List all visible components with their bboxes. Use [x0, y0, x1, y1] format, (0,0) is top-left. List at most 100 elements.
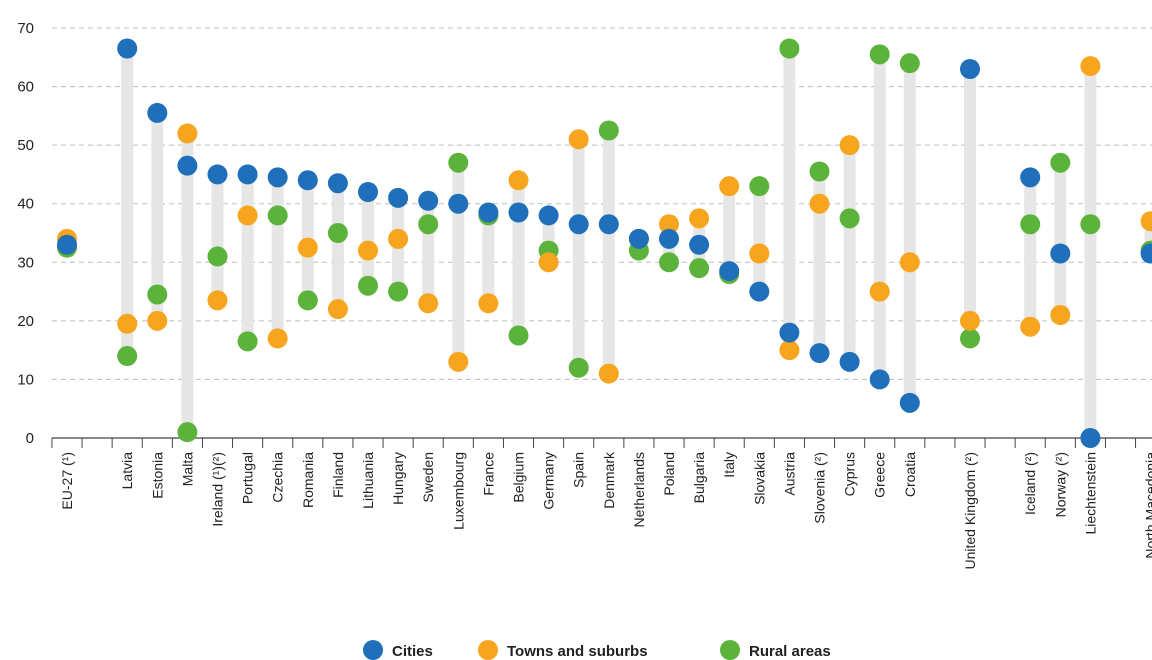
point-rural	[1080, 214, 1101, 235]
legend-marker-towns	[478, 640, 498, 660]
range-bar	[452, 162, 465, 362]
point-cities	[749, 281, 770, 302]
point-rural	[267, 205, 288, 226]
category-label: Portugal	[240, 452, 256, 504]
category-label: Hungary	[390, 452, 406, 505]
range-bar	[271, 177, 284, 339]
y-tick-label: 10	[17, 371, 34, 388]
point-towns	[237, 205, 258, 226]
point-rural	[749, 176, 770, 197]
point-towns	[177, 123, 198, 144]
point-towns	[719, 176, 740, 197]
category-label: Slovakia	[751, 452, 767, 505]
category-label: Austria	[781, 452, 797, 496]
point-towns	[327, 299, 348, 320]
category-label: Bulgaria	[691, 452, 707, 504]
category-label: Latvia	[119, 452, 135, 490]
point-rural	[869, 44, 890, 65]
category-label: Poland	[661, 452, 677, 496]
point-cities	[207, 164, 228, 185]
category-label: Croatia	[902, 452, 918, 497]
y-tick-label: 60	[17, 79, 34, 96]
legend-item-cities: Cities	[363, 640, 433, 660]
point-cities	[689, 234, 710, 255]
data-points	[57, 38, 1152, 448]
point-towns	[147, 310, 168, 331]
point-rural	[508, 325, 529, 346]
category-label: Ireland (¹)(²)	[210, 452, 226, 527]
point-cities	[297, 170, 318, 191]
y-tick-label: 0	[26, 430, 34, 447]
point-cities	[478, 202, 499, 223]
category-label: Czechia	[270, 452, 286, 503]
point-cities	[719, 261, 740, 282]
point-cities	[568, 214, 589, 235]
point-rural	[327, 223, 348, 243]
point-towns	[689, 208, 710, 229]
point-rural	[237, 331, 258, 352]
point-rural	[147, 284, 168, 305]
point-cities	[1050, 243, 1071, 264]
range-bar	[723, 186, 736, 274]
point-towns	[207, 290, 228, 311]
point-cities	[327, 173, 348, 194]
range-bar	[843, 145, 856, 362]
category-label: Cyprus	[842, 452, 858, 496]
point-towns	[749, 243, 770, 264]
point-towns	[297, 237, 318, 258]
point-cities	[839, 351, 860, 372]
point-cities	[1020, 167, 1041, 188]
category-label: Greece	[872, 452, 888, 498]
range-bar	[211, 174, 224, 301]
point-cities	[659, 228, 679, 249]
range-bar	[964, 69, 976, 339]
point-towns	[478, 293, 499, 314]
point-rural	[1050, 152, 1071, 173]
point-rural	[689, 258, 710, 279]
range-bar	[362, 192, 374, 286]
point-cities	[388, 187, 409, 208]
point-rural	[809, 161, 830, 182]
point-rural	[177, 422, 198, 443]
category-label: United Kingdom (²)	[962, 452, 978, 570]
category-label: Norway (²)	[1052, 452, 1068, 517]
x-axis-ticks	[51, 438, 1137, 448]
point-rural	[659, 252, 679, 273]
range-bar	[181, 133, 194, 433]
category-label: Malta	[179, 452, 195, 486]
point-rural	[297, 290, 318, 311]
range-bar	[1084, 66, 1097, 439]
point-towns	[1140, 211, 1152, 232]
y-tick-label: 40	[17, 196, 34, 213]
point-towns	[899, 252, 920, 273]
point-towns	[779, 340, 800, 361]
legend-item-rural: Rural areas	[720, 640, 831, 660]
point-towns	[839, 135, 860, 156]
y-tick-label: 70	[17, 20, 34, 37]
range-bar	[813, 171, 826, 354]
point-towns	[267, 328, 288, 349]
grid-lines	[52, 27, 1152, 380]
range-bar	[1144, 221, 1152, 254]
point-rural	[418, 214, 439, 235]
category-label: Italy	[721, 452, 737, 478]
category-label: North Macedonia	[1143, 452, 1152, 559]
point-rural	[839, 208, 860, 229]
point-towns	[1050, 305, 1071, 325]
legend-item-towns: Towns and suburbs	[478, 640, 648, 660]
point-cities	[628, 228, 649, 249]
legend: Cities Towns and suburbs Rural areas	[363, 640, 831, 660]
point-rural	[448, 152, 469, 173]
point-cities	[358, 182, 378, 202]
category-label: Estonia	[149, 452, 165, 499]
range-bar	[873, 54, 886, 380]
legend-label-rural: Rural areas	[749, 643, 831, 660]
point-towns	[809, 193, 830, 214]
category-label: Liechtenstein	[1082, 452, 1098, 535]
point-rural	[207, 246, 228, 267]
point-rural	[899, 53, 920, 74]
point-rural	[568, 357, 589, 378]
point-towns	[388, 228, 409, 249]
y-tick-label: 20	[17, 313, 34, 330]
